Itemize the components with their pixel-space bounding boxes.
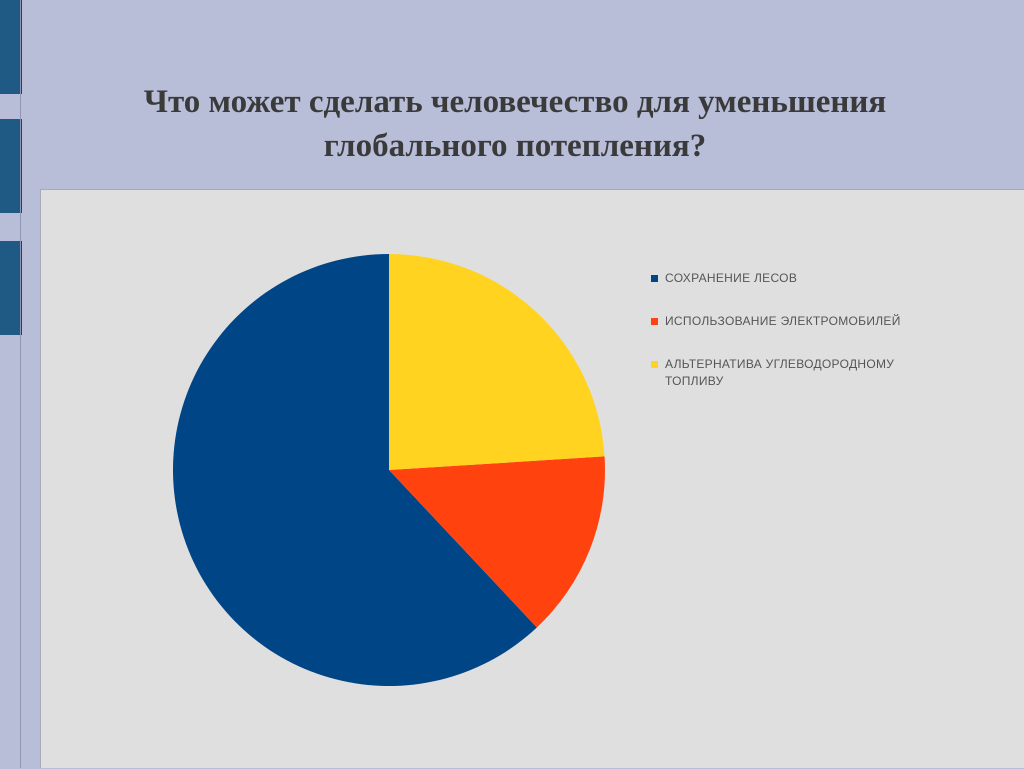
- legend-label-forests: СОХРАНЕНИЕ ЛЕСОВ: [665, 271, 798, 285]
- legend-item-alternative-fuel: АЛЬТЕРНАТИВА УГЛЕВОДОРОДНОМУ ТОПЛИВУ: [651, 356, 951, 390]
- slide-title: Что может сделать человечество для умень…: [60, 80, 970, 168]
- side-accent-bar-3: [0, 241, 22, 335]
- slide-title-line-1: Что может сделать человечество для умень…: [143, 84, 887, 120]
- legend-item-forests: СОХРАНЕНИЕ ЛЕСОВ: [651, 270, 951, 287]
- legend-key-alternative-fuel: [651, 361, 658, 368]
- legend-label-electric-cars: ИСПОЛЬЗОВАНИЕ ЭЛЕКТРОМОБИЛЕЙ: [665, 314, 901, 328]
- chart-legend: СОХРАНЕНИЕ ЛЕСОВ ИСПОЛЬЗОВАНИЕ ЭЛЕКТРОМО…: [651, 270, 951, 416]
- chart-area: СОХРАНЕНИЕ ЛЕСОВ ИСПОЛЬЗОВАНИЕ ЭЛЕКТРОМО…: [40, 189, 1024, 768]
- legend-label-alternative-fuel: АЛЬТЕРНАТИВА УГЛЕВОДОРОДНОМУ ТОПЛИВУ: [665, 357, 895, 388]
- legend-key-forests: [651, 275, 658, 282]
- pie-slice-electric-cars: [389, 456, 605, 628]
- slide-title-line-2: глобального потепления?: [323, 128, 707, 164]
- frame-line: [20, 0, 21, 768]
- pie-slice-alternative-fuel: [389, 254, 605, 470]
- pie-chart: [173, 254, 605, 686]
- pie-slice-forests: [173, 254, 537, 686]
- side-accent-bar-2: [0, 119, 22, 213]
- side-accent-bar-1: [0, 0, 22, 94]
- legend-key-electric-cars: [651, 318, 658, 325]
- legend-item-electric-cars: ИСПОЛЬЗОВАНИЕ ЭЛЕКТРОМОБИЛЕЙ: [651, 313, 951, 330]
